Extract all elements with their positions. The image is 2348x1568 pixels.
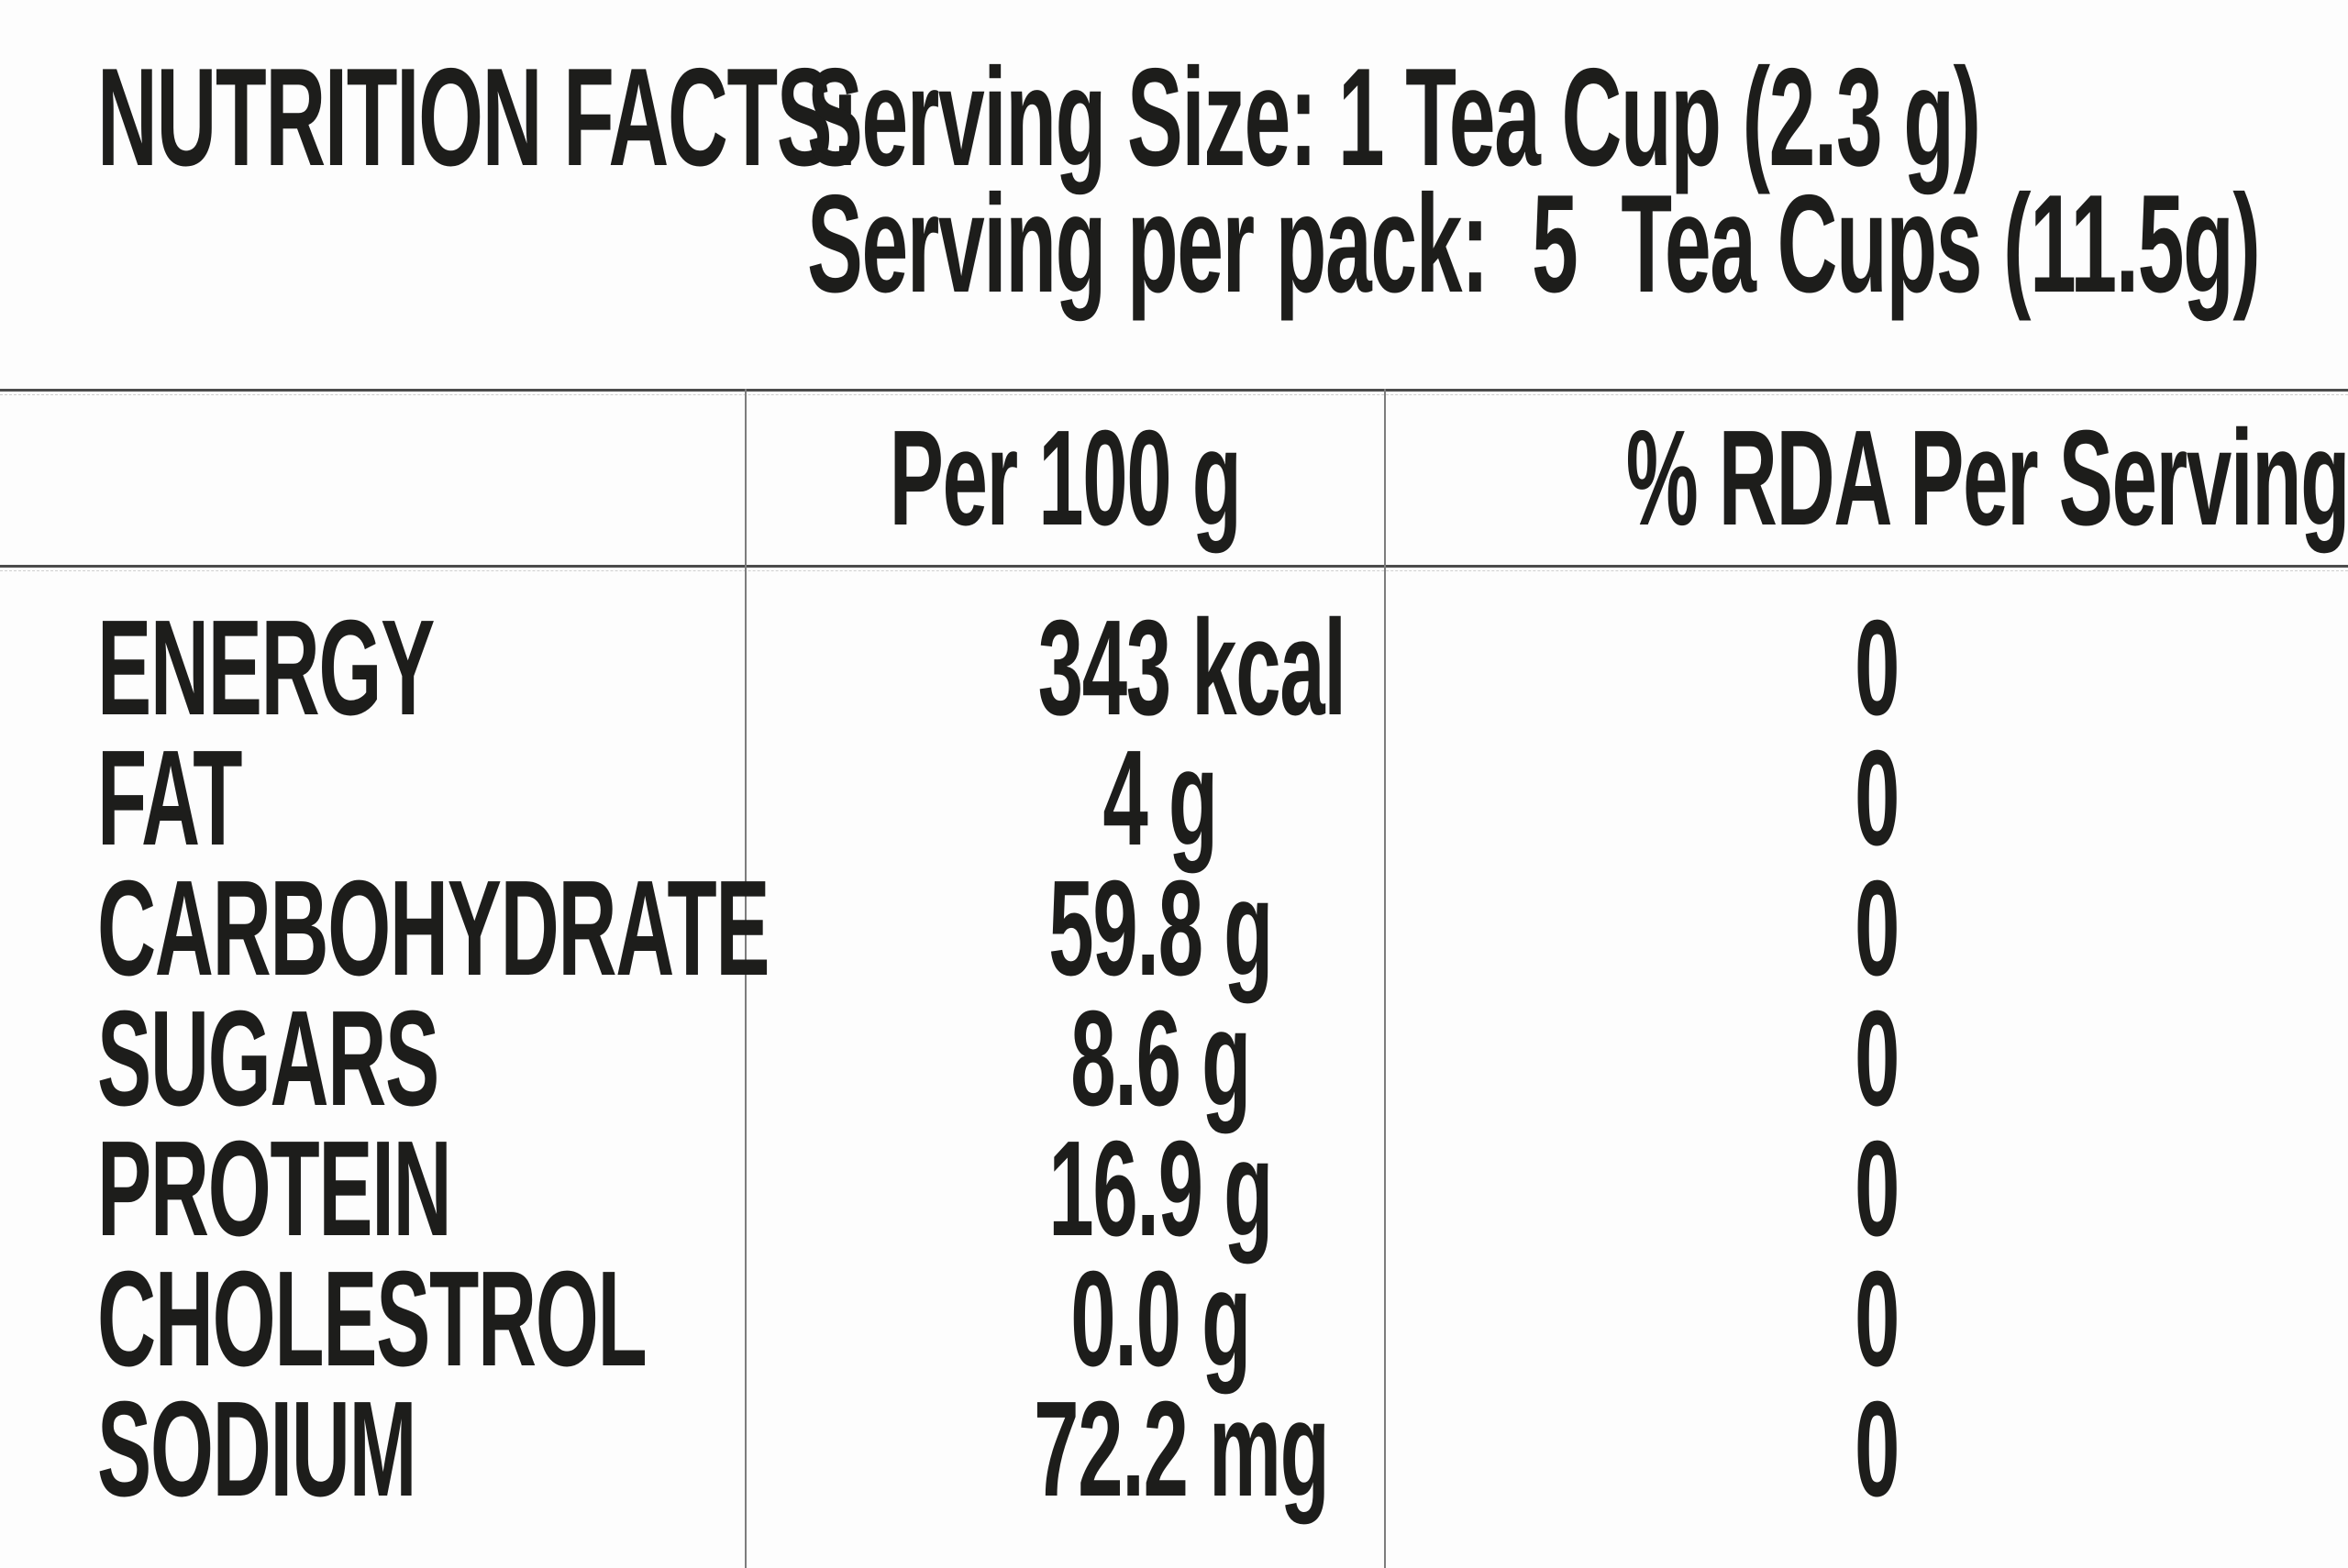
table-row: SUGARS 8.6 g 0	[0, 991, 2348, 1127]
nutrient-name: SUGARS	[97, 983, 439, 1134]
header-cell-per-100g: Per 100 g	[745, 402, 1385, 554]
table-body: ENERGY 343 kcal 0 FAT 4 g 0 CARBOHYDRATE	[0, 601, 2348, 1518]
nutrient-cell: CHOLESTROL	[0, 1252, 745, 1387]
rda-cell: 0	[1385, 601, 2348, 736]
nutrient-rda-value: 0	[1854, 592, 1899, 744]
per-100g-cell: 343 kcal	[745, 601, 1385, 736]
serving-size-text: Serving Size: 1 Tea Cup (2.3 g)	[807, 39, 1981, 195]
nutrient-name: CARBOHYDRATE	[97, 853, 770, 1004]
nutrient-per100g-value: 16.9 g	[1048, 1113, 1273, 1264]
serving-per-pack-text: Serving per pack: 5 Tea Cups (11.5g)	[807, 166, 2261, 322]
table-row: CHOLESTROL 0.0 g 0	[0, 1252, 2348, 1387]
serving-per-pack-line: Serving per pack: 5 Tea Cups (11.5g)	[807, 174, 2348, 314]
serving-size-line: Serving Size: 1 Tea Cup (2.3 g)	[807, 48, 2348, 187]
nutrition-facts-title-text: NUTRITION FACTS:	[97, 39, 859, 195]
nutrient-name: SODIUM	[97, 1374, 417, 1525]
rda-cell: 0	[1385, 991, 2348, 1127]
nutrient-cell: FAT	[0, 731, 745, 867]
nutrient-rda-value: 0	[1854, 1243, 1899, 1395]
nutrient-cell: PROTEIN	[0, 1121, 745, 1257]
nutrient-rda-value: 0	[1854, 1113, 1899, 1264]
nutrient-cell: CARBOHYDRATE	[0, 861, 770, 997]
rda-header-text: % RDA Per Serving	[1625, 402, 2348, 554]
nutrient-cell: SODIUM	[0, 1382, 745, 1518]
column-divider-2	[1384, 389, 1386, 1568]
nutrient-name: CHOLESTROL	[97, 1243, 648, 1395]
nutrient-per100g-value: 72.2 mg	[1034, 1374, 1330, 1525]
table-header-row: Per 100 g % RDA Per Serving	[0, 392, 2348, 565]
nutrient-cell: SUGARS	[0, 991, 745, 1127]
nutrient-rda-value: 0	[1854, 723, 1899, 874]
per-100g-cell: 4 g	[745, 731, 1385, 867]
rda-cell: 0	[1385, 1382, 2348, 1518]
nutrient-per100g-value: 0.0 g	[1070, 1243, 1251, 1395]
table-row: FAT 4 g 0	[0, 731, 2348, 867]
per-100g-cell: 8.6 g	[745, 991, 1385, 1127]
nutrient-per100g-value: 8.6 g	[1070, 983, 1251, 1134]
nutrient-cell: ENERGY	[0, 601, 745, 736]
rda-cell: 0	[1385, 1121, 2348, 1257]
nutrient-rda-value: 0	[1854, 853, 1899, 1004]
column-divider-1	[745, 389, 747, 1568]
table-row: ENERGY 343 kcal 0	[0, 601, 2348, 736]
per-100g-cell: 59.8 g	[745, 861, 1385, 997]
nutrition-facts-title: NUTRITION FACTS:	[97, 48, 1365, 187]
rda-cell: 0	[1385, 1252, 2348, 1387]
header-cell-rda: % RDA Per Serving	[1385, 402, 2348, 554]
nutrient-rda-value: 0	[1854, 1374, 1899, 1525]
nutrient-per100g-value: 4 g	[1102, 723, 1219, 874]
rda-cell: 0	[1385, 861, 2348, 997]
nutrient-name: PROTEIN	[97, 1113, 452, 1264]
per-100g-cell: 72.2 mg	[745, 1382, 1385, 1518]
table-row: PROTEIN 16.9 g 0	[0, 1121, 2348, 1257]
per-100g-cell: 0.0 g	[745, 1252, 1385, 1387]
nutrient-rda-value: 0	[1854, 983, 1899, 1134]
table-header-rule	[0, 565, 2348, 571]
table-top-rule	[0, 389, 2348, 395]
per-100g-cell: 16.9 g	[745, 1121, 1385, 1257]
table-row: CARBOHYDRATE 59.8 g 0	[0, 861, 2348, 997]
nutrient-name: ENERGY	[97, 592, 435, 744]
per-100g-header-text: Per 100 g	[889, 402, 1242, 554]
nutrient-per100g-value: 343 kcal	[1037, 592, 1346, 744]
rda-cell: 0	[1385, 731, 2348, 867]
nutrient-per100g-value: 59.8 g	[1048, 853, 1273, 1004]
table-row: SODIUM 72.2 mg 0	[0, 1382, 2348, 1518]
nutrient-name: FAT	[97, 723, 242, 874]
